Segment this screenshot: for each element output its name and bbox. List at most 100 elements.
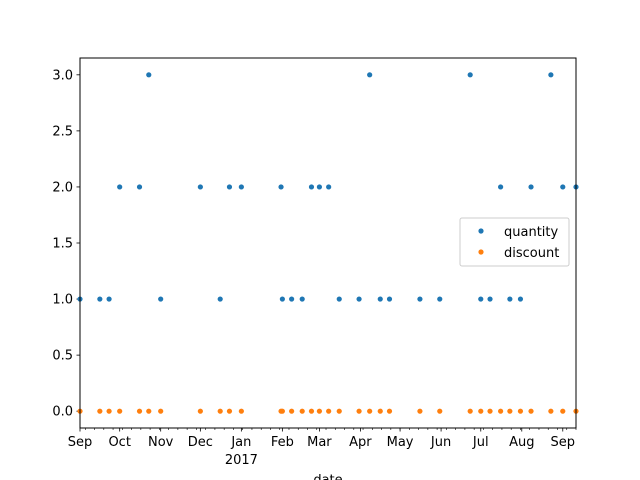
quantity-point [478, 296, 484, 302]
quantity-point [117, 184, 123, 190]
discount-point [226, 408, 233, 414]
discount-point [498, 408, 504, 414]
x-tick-label: Oct [108, 435, 130, 450]
x-tick-label: Mar [307, 435, 332, 450]
y-tick-label: 1.0 [52, 293, 73, 308]
discount-point [146, 408, 152, 414]
y-tick-label: 2.0 [52, 180, 73, 195]
x-tick-label: Apr [349, 435, 372, 450]
quantity-point [437, 296, 443, 302]
discount-point [197, 408, 203, 414]
quantity-point [106, 296, 112, 302]
legend-label-quantity: quantity [504, 225, 559, 240]
quantity-point [289, 296, 295, 302]
y-tick-label: 0.0 [52, 405, 73, 420]
discount-point [289, 408, 295, 414]
quantity-point [417, 296, 423, 302]
discount-point [158, 408, 164, 414]
discount-point [106, 408, 112, 414]
discount-point [386, 408, 393, 414]
quantity-point [507, 296, 513, 302]
y-tick-label: 1.5 [52, 237, 73, 252]
quantity-point [299, 296, 305, 302]
discount-point [117, 408, 123, 414]
quantity-point [316, 184, 323, 190]
x-tick-label: Dec [188, 435, 213, 450]
x-tick-label: Jun [430, 435, 451, 450]
y-axis: 0.0 0.5 1.0 1.5 2.0 2.5 3.0 [52, 68, 80, 420]
x-axis: Sep Oct Nov Dec Jan 2017 Feb Mar Apr May Jun Jul Aug… [68, 428, 577, 468]
x-tick-label: May [387, 435, 414, 450]
discount-point [299, 408, 305, 414]
discount-point [467, 408, 473, 414]
quantity-point [226, 184, 233, 190]
discount-point [517, 408, 524, 414]
discount-point [308, 408, 315, 414]
axes-frame [79, 57, 577, 429]
quantity-point [386, 296, 393, 302]
discount-point [326, 408, 332, 414]
quantity-point [197, 184, 203, 190]
discount-point [528, 408, 534, 414]
quantity-point [356, 296, 362, 302]
discount-point [560, 408, 566, 414]
quantity-point [517, 296, 524, 302]
quantity-point [528, 184, 534, 190]
x-tick-sublabel: 2017 [225, 453, 258, 468]
discount-point [336, 408, 342, 414]
plot-area [77, 72, 579, 414]
x-tick-label: Sep [68, 435, 93, 450]
quantity-point [367, 72, 373, 78]
quantity-point [308, 184, 315, 190]
legend-label-discount: discount [504, 246, 559, 261]
quantity-point [377, 296, 383, 302]
quantity-point [97, 296, 103, 302]
discount-point [507, 408, 513, 414]
x-tick-label: Jul [472, 435, 489, 450]
x-tick-label: Feb [271, 435, 294, 450]
x-tick-label: Aug [509, 435, 534, 450]
discount-point [478, 408, 484, 414]
x-tick-label: Nov [148, 435, 174, 450]
discount-point [417, 408, 423, 414]
discount-point [97, 408, 103, 414]
quantity-point [279, 296, 285, 302]
discount-point [356, 408, 362, 414]
legend-marker-discount [478, 249, 484, 255]
discount-point [279, 408, 285, 414]
quantity-point [498, 184, 504, 190]
x-tick-label: Sep [551, 435, 576, 450]
y-tick-label: 2.5 [52, 124, 73, 139]
quantity-point [158, 296, 164, 302]
discount-point [367, 408, 373, 414]
quantity-point [136, 184, 143, 190]
discount-point [136, 408, 143, 414]
discount-point [437, 408, 443, 414]
quantity-point [326, 184, 332, 190]
quantity-point [146, 72, 152, 78]
y-tick-label: 3.0 [52, 68, 73, 83]
x-tick-label: Jan [230, 435, 251, 450]
x-axis-label: date [313, 473, 342, 480]
series-quantity [77, 72, 579, 302]
discount-point [548, 408, 554, 414]
quantity-point [238, 184, 244, 190]
quantity-point [336, 296, 342, 302]
legend: quantity discount [459, 217, 570, 267]
discount-point [487, 408, 493, 414]
quantity-point [487, 296, 493, 302]
quantity-point [278, 184, 284, 190]
discount-point [217, 408, 223, 414]
quantity-point [217, 296, 223, 302]
quantity-point [548, 72, 554, 78]
discount-point [238, 408, 244, 414]
legend-box [459, 217, 570, 267]
quantity-point [467, 72, 473, 78]
discount-point [377, 408, 383, 414]
quantity-point [560, 184, 566, 190]
series-discount [77, 408, 579, 414]
discount-point [316, 408, 323, 414]
legend-marker-quantity [478, 228, 484, 234]
y-tick-label: 0.5 [52, 349, 73, 364]
